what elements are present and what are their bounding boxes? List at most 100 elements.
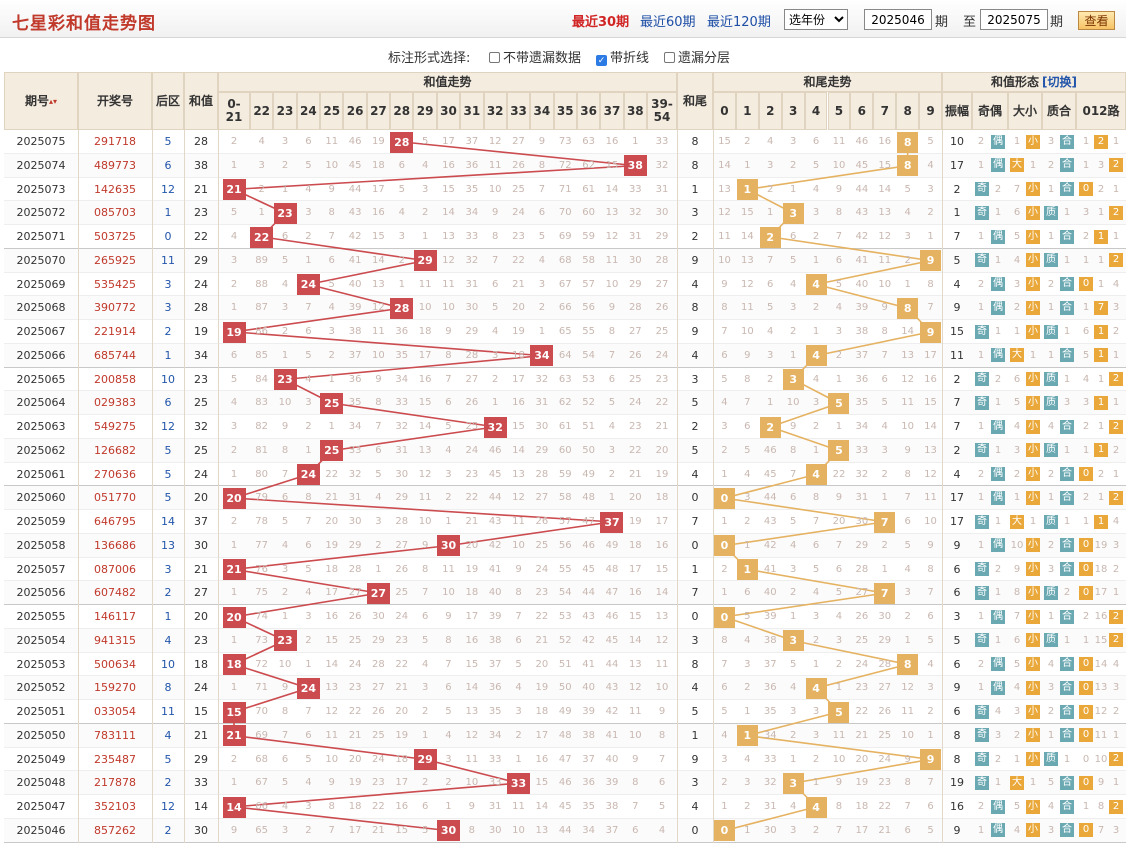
number-cell: 221914 bbox=[94, 325, 136, 338]
sum-miss-cell: 47 bbox=[558, 753, 572, 765]
even-miss: 1 bbox=[994, 587, 1002, 599]
road-miss: 3 bbox=[1112, 539, 1120, 551]
sum-miss-cell: 11 bbox=[465, 753, 479, 765]
tail-miss-cell: 6 bbox=[767, 278, 774, 290]
road-miss: 0 bbox=[1082, 753, 1090, 765]
road-miss: 2 bbox=[1082, 231, 1090, 242]
tail-miss-cell: 4 bbox=[789, 682, 797, 694]
option-layered[interactable]: 遗漏分层 bbox=[664, 47, 730, 66]
tail-miss-cell: 2 bbox=[744, 516, 751, 527]
prime-miss: 1 bbox=[1047, 729, 1055, 741]
tail-miss-cell: 3 bbox=[767, 349, 774, 361]
road-tag: 2 bbox=[1109, 752, 1123, 766]
sum-miss-cell: 17 bbox=[442, 136, 455, 147]
amplitude-cell: 6 bbox=[953, 562, 961, 576]
sum-miss-cell: 38 bbox=[605, 801, 619, 812]
tail-miss-cell: 32 bbox=[763, 777, 777, 789]
tail-miss-cell: 10 bbox=[832, 753, 846, 765]
sum-miss-cell: 44 bbox=[348, 183, 362, 195]
sum-miss-cell: 52 bbox=[582, 397, 595, 409]
road-miss: 15 bbox=[1094, 634, 1108, 646]
sum-miss-cell: 4 bbox=[328, 302, 335, 314]
sum-ball: 22 bbox=[250, 226, 274, 248]
road-tag: 1 bbox=[1094, 514, 1108, 529]
even-miss: 1 bbox=[994, 326, 1002, 337]
tail-miss-cell: 8 bbox=[789, 444, 797, 456]
option-no-miss[interactable]: 不带遗漏数据 bbox=[489, 47, 581, 66]
sum-miss-cell: 31 bbox=[465, 278, 479, 290]
sum-cell: 28 bbox=[194, 301, 208, 315]
sum-miss-cell: 84 bbox=[255, 373, 269, 385]
tail-miss-cell: 2 bbox=[881, 468, 888, 480]
tail-miss-cell: 6 bbox=[789, 492, 797, 504]
recent-60-link[interactable]: 最近60期 bbox=[640, 15, 696, 30]
sum-miss-cell: 8 bbox=[538, 159, 546, 171]
sum-miss-cell: 9 bbox=[445, 326, 452, 337]
sum-miss-cell: 44 bbox=[582, 587, 595, 599]
sum-miss-cell: 29 bbox=[655, 231, 669, 242]
issue-header[interactable]: 期号 ▴▾ bbox=[4, 72, 78, 130]
sum-miss-cell: 5 bbox=[375, 468, 382, 480]
tail-miss-cell: 1 bbox=[835, 682, 843, 694]
sum-miss-cell: 32 bbox=[535, 373, 549, 385]
tail-miss-cell: 13 bbox=[878, 207, 892, 219]
even-tag: 偶 bbox=[991, 277, 1005, 291]
tail-miss-cell: 7 bbox=[927, 302, 934, 314]
tail-miss-cell: 3 bbox=[744, 777, 751, 789]
sum-cell: 20 bbox=[194, 610, 208, 623]
sum-miss-cell: 14 bbox=[605, 183, 619, 195]
checkbox-checked-icon[interactable]: ✓ bbox=[596, 55, 607, 66]
road-tag: 0 bbox=[1079, 775, 1093, 790]
number-cell: 783111 bbox=[94, 728, 136, 742]
sum-miss-cell: 3 bbox=[281, 302, 289, 314]
tail-miss-cell: 16 bbox=[878, 136, 892, 147]
sum-miss-cell: 1 bbox=[281, 349, 289, 361]
composite-tag: 合 bbox=[1060, 775, 1074, 790]
sum-miss-cell: 1 bbox=[421, 231, 429, 242]
checkbox-icon[interactable] bbox=[664, 52, 675, 63]
recent-120-link[interactable]: 最近120期 bbox=[707, 15, 771, 30]
sum-miss-cell: 16 bbox=[535, 753, 549, 765]
sum-miss-cell: 24 bbox=[465, 444, 479, 456]
tail-miss-cell: 26 bbox=[855, 611, 869, 622]
query-button[interactable]: 查看 bbox=[1078, 11, 1115, 30]
road-miss: 4 bbox=[1112, 516, 1120, 527]
option-with-line[interactable]: ✓ 带折线 bbox=[596, 47, 649, 66]
composite-tag: 合 bbox=[1060, 680, 1074, 695]
road-tag: 0 bbox=[1079, 728, 1093, 743]
sort-icon[interactable]: ▴▾ bbox=[48, 96, 58, 106]
year-select[interactable]: 选年份 bbox=[784, 9, 848, 30]
sum-miss-cell: 16 bbox=[512, 397, 525, 409]
recent-30-link[interactable]: 最近30期 bbox=[572, 15, 630, 30]
sum-cell: 27 bbox=[194, 586, 208, 600]
tail-miss-cell: 4 bbox=[789, 278, 797, 290]
sum-miss-cell: 50 bbox=[558, 682, 572, 694]
odd-tag: 奇 bbox=[975, 728, 989, 743]
tail-miss-cell: 6 bbox=[835, 254, 843, 266]
tail-miss-cell: 2 bbox=[767, 373, 774, 385]
road-tag: 2 bbox=[1109, 158, 1123, 173]
tail-miss-cell: 1 bbox=[881, 492, 888, 504]
sum-miss-cell: 12 bbox=[605, 231, 619, 242]
amplitude-cell: 3 bbox=[953, 610, 961, 623]
sum-miss-cell: 3 bbox=[445, 753, 452, 765]
tail-cell: 5 bbox=[691, 396, 699, 410]
top-bar: 七星彩和值走势图 最近30期 最近60期 最近120期 选年份 期 至 期 查看 bbox=[0, 0, 1126, 38]
period-from-input[interactable] bbox=[864, 9, 932, 30]
switch-link[interactable]: [切换] bbox=[1042, 74, 1077, 89]
tail-miss-cell: 39 bbox=[763, 611, 777, 622]
sum-miss-cell: 5 bbox=[492, 302, 499, 314]
prime-miss: 3 bbox=[1047, 682, 1055, 694]
sum-miss-cell: 21 bbox=[465, 516, 479, 527]
period-to-input[interactable] bbox=[980, 9, 1048, 30]
tail-miss-cell: 40 bbox=[855, 278, 869, 290]
amplitude-cell: 6 bbox=[953, 705, 961, 718]
sum-miss-cell: 43 bbox=[582, 611, 595, 622]
composite-tag: 合 bbox=[1060, 657, 1074, 671]
sum-miss-cell: 9 bbox=[658, 706, 666, 717]
tail-cell: 2 bbox=[691, 230, 699, 243]
sum-miss-cell: 10 bbox=[278, 397, 292, 409]
sum-miss-cell: 3 bbox=[281, 136, 289, 147]
tail-miss-cell: 21 bbox=[855, 729, 869, 741]
checkbox-icon[interactable] bbox=[489, 52, 500, 63]
